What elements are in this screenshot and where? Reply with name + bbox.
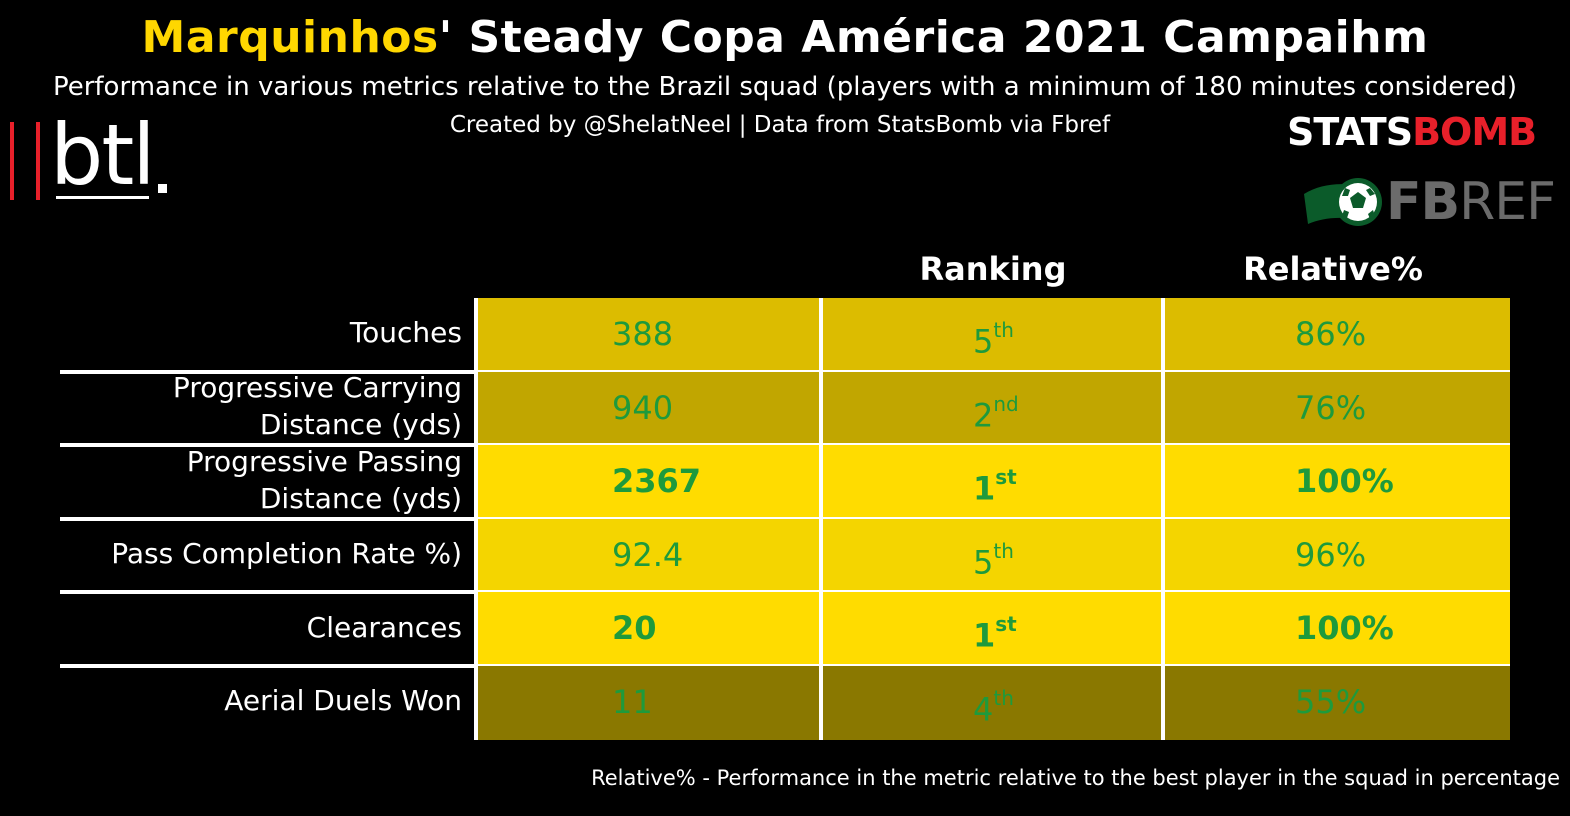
metric-label-line: Progressive Passing bbox=[186, 445, 462, 478]
column-header-relative: Relative% bbox=[1243, 250, 1423, 288]
metric-label: Progressive Passing Distance (yds) bbox=[40, 443, 462, 517]
ranking-number: 1 bbox=[973, 469, 996, 508]
ranking-cell: 5th bbox=[823, 298, 1163, 372]
relative-cell: 86% bbox=[1165, 298, 1510, 372]
btl-bar-right bbox=[36, 122, 40, 200]
value-cell: 388 bbox=[478, 298, 821, 372]
btl-logo: btl bbox=[6, 106, 176, 208]
column-header-ranking: Ranking bbox=[919, 250, 1067, 288]
fbref-logo-text: FBREF bbox=[1386, 172, 1556, 232]
ranking-number: 1 bbox=[973, 617, 996, 656]
metric-label-line: Progressive Carrying bbox=[172, 371, 462, 405]
metric-label: Clearances bbox=[40, 609, 462, 646]
metric-value: 940 bbox=[612, 388, 674, 427]
column-divider bbox=[474, 298, 478, 740]
relative-value: 96% bbox=[1295, 535, 1367, 574]
ranking-number: 4 bbox=[973, 690, 994, 729]
value-cell: 11 bbox=[478, 666, 821, 740]
ranking-suffix: th bbox=[993, 538, 1014, 563]
statsbomb-logo-bomb: BOMB bbox=[1412, 110, 1537, 154]
ranking-suffix: nd bbox=[993, 391, 1019, 416]
relative-cell: 96% bbox=[1165, 518, 1510, 593]
btl-dot bbox=[158, 184, 167, 193]
ranking-cell: 2nd bbox=[823, 371, 1163, 446]
metric-label-line: Touches bbox=[349, 316, 462, 350]
ranking-number: 2 bbox=[973, 396, 994, 435]
fbref-logo-fb: FB bbox=[1386, 172, 1460, 232]
value-cell: 20 bbox=[478, 592, 821, 666]
btl-bar-left bbox=[10, 122, 14, 200]
ranking-cell: 4th bbox=[823, 666, 1163, 740]
metric-label-line: Distance (yds) bbox=[259, 408, 462, 442]
ranking-suffix: th bbox=[993, 686, 1014, 710]
relative-value: 86% bbox=[1295, 315, 1367, 353]
chart-subtitle: Performance in various metrics relative … bbox=[52, 72, 1518, 102]
metric-value: 20 bbox=[612, 609, 657, 648]
metric-label-line: Distance (yds) bbox=[259, 482, 462, 515]
relative-value: 100% bbox=[1295, 609, 1394, 648]
column-divider bbox=[1161, 298, 1165, 740]
relative-cell: 100% bbox=[1165, 445, 1510, 519]
relative-cell: 100% bbox=[1165, 592, 1510, 666]
metric-label-line: Aerial Duels Won bbox=[224, 684, 462, 718]
metric-value: 11 bbox=[612, 683, 653, 721]
relative-value: 55% bbox=[1295, 683, 1367, 721]
column-divider bbox=[819, 298, 823, 740]
value-cell: 2367 bbox=[478, 445, 821, 519]
player-name: Marquinhos bbox=[141, 12, 439, 63]
ranking-suffix: st bbox=[995, 465, 1017, 490]
metric-label: Pass Completion Rate %) bbox=[40, 535, 462, 572]
fbref-logo: FBREF bbox=[1300, 172, 1560, 232]
relative-value: 76% bbox=[1295, 388, 1367, 427]
ranking-cell: 5th bbox=[823, 518, 1163, 593]
metric-value: 2367 bbox=[612, 462, 702, 501]
relative-cell: 55% bbox=[1165, 666, 1510, 740]
relative-cell: 76% bbox=[1165, 371, 1510, 446]
ranking-suffix: th bbox=[993, 318, 1014, 342]
credit-line: Created by @ShelatNeel | Data from Stats… bbox=[0, 112, 1570, 138]
ranking-suffix: st bbox=[995, 612, 1017, 637]
fbref-ball-icon bbox=[1304, 178, 1382, 226]
chart-title: Marquinhos' Steady Copa América 2021 Cam… bbox=[0, 12, 1570, 63]
relative-value: 100% bbox=[1295, 462, 1394, 501]
credit-text: Created by @ShelatNeel | Data from Stats… bbox=[449, 112, 1111, 138]
metric-label-line: Clearances bbox=[306, 610, 462, 644]
statsbomb-logo-stats: STATS bbox=[1287, 110, 1413, 154]
footnote: Relative% - Performance in the metric re… bbox=[591, 766, 1560, 790]
metric-value: 388 bbox=[612, 315, 674, 353]
title-rest: ' Steady Copa América 2021 Campaihm bbox=[438, 12, 1429, 63]
metric-label: Progressive Carrying Distance (yds) bbox=[40, 369, 462, 443]
metric-label: Touches bbox=[40, 314, 462, 351]
statsbomb-logo: STATSBOMB bbox=[1287, 110, 1537, 154]
btl-logo-text: btl bbox=[50, 106, 156, 204]
btl-underline bbox=[56, 196, 149, 199]
ranking-cell: 1st bbox=[823, 592, 1163, 666]
value-cell: 92.4 bbox=[478, 518, 821, 593]
ranking-number: 5 bbox=[973, 543, 994, 582]
value-cell: 940 bbox=[478, 371, 821, 446]
fbref-logo-ref: REF bbox=[1459, 172, 1556, 232]
ranking-cell: 1st bbox=[823, 445, 1163, 519]
metric-label: Aerial Duels Won bbox=[40, 682, 462, 719]
metric-value: 92.4 bbox=[612, 535, 684, 574]
metric-label-line: Pass Completion Rate %) bbox=[111, 537, 462, 571]
ranking-number: 5 bbox=[973, 322, 994, 361]
